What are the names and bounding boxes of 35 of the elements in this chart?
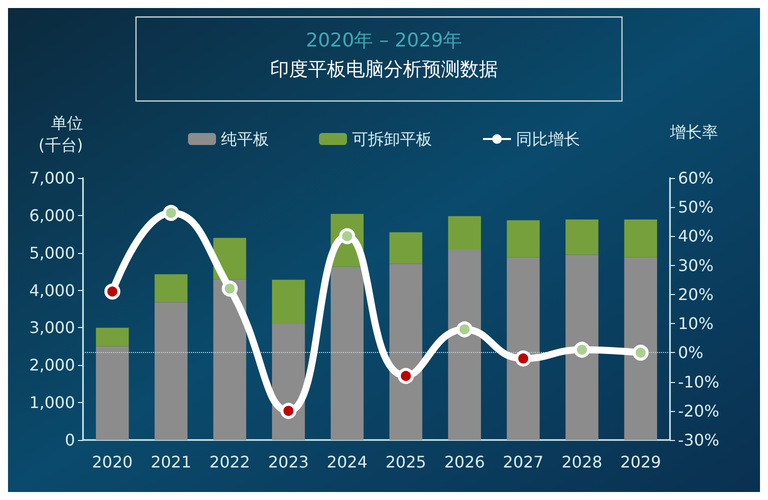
y2-tick-label: 30%: [678, 256, 714, 275]
y2-tick-label: 40%: [678, 226, 714, 246]
y-tick-label: 1,000: [29, 393, 75, 412]
chart-title: 2020年 – 2029年: [306, 30, 462, 52]
x-tick-label: 2021: [150, 452, 192, 472]
x-tick-label: 2020: [92, 452, 133, 472]
y-tick-label: 6,000: [29, 206, 75, 225]
legend-label: 可拆卸平板: [352, 130, 432, 148]
y-tick-label: 5,000: [29, 243, 75, 262]
y-tick-label: 7,000: [29, 168, 75, 188]
y-tick-label: 4,000: [29, 280, 75, 300]
legend-label: 纯平板: [221, 130, 269, 148]
y2-tick-label: 60%: [678, 168, 714, 188]
x-tick-label: 2027: [502, 452, 544, 472]
x-tick-label: 2024: [326, 452, 368, 472]
x-tick-label: 2026: [444, 452, 485, 472]
y2-tick-label: -10%: [678, 372, 720, 392]
y2-tick-label: -30%: [678, 430, 720, 450]
y2-tick-label: 10%: [678, 314, 714, 334]
y-tick-label: 0: [64, 430, 75, 450]
y2-tick-label: -20%: [678, 401, 720, 420]
y2-axis-title: 增长率: [669, 122, 718, 142]
y2-tick-label: 50%: [678, 198, 714, 217]
x-tick-label: 2025: [385, 452, 426, 472]
y-tick-label: 2,000: [29, 356, 75, 375]
x-tick-label: 2029: [620, 452, 662, 472]
chart-subtitle: 印度平板电脑分析预测数据: [270, 58, 498, 80]
legend-label: 同比增长: [516, 130, 580, 148]
y-axis-title: 单位 (千台): [38, 114, 83, 154]
x-tick-label: 2022: [209, 452, 250, 472]
x-tick-label: 2028: [562, 452, 602, 472]
y-tick-label: 3,000: [29, 318, 75, 338]
y2-tick-label: 0%: [678, 343, 704, 362]
y2-tick-label: 20%: [678, 284, 714, 304]
x-tick-label: 2023: [268, 452, 309, 472]
